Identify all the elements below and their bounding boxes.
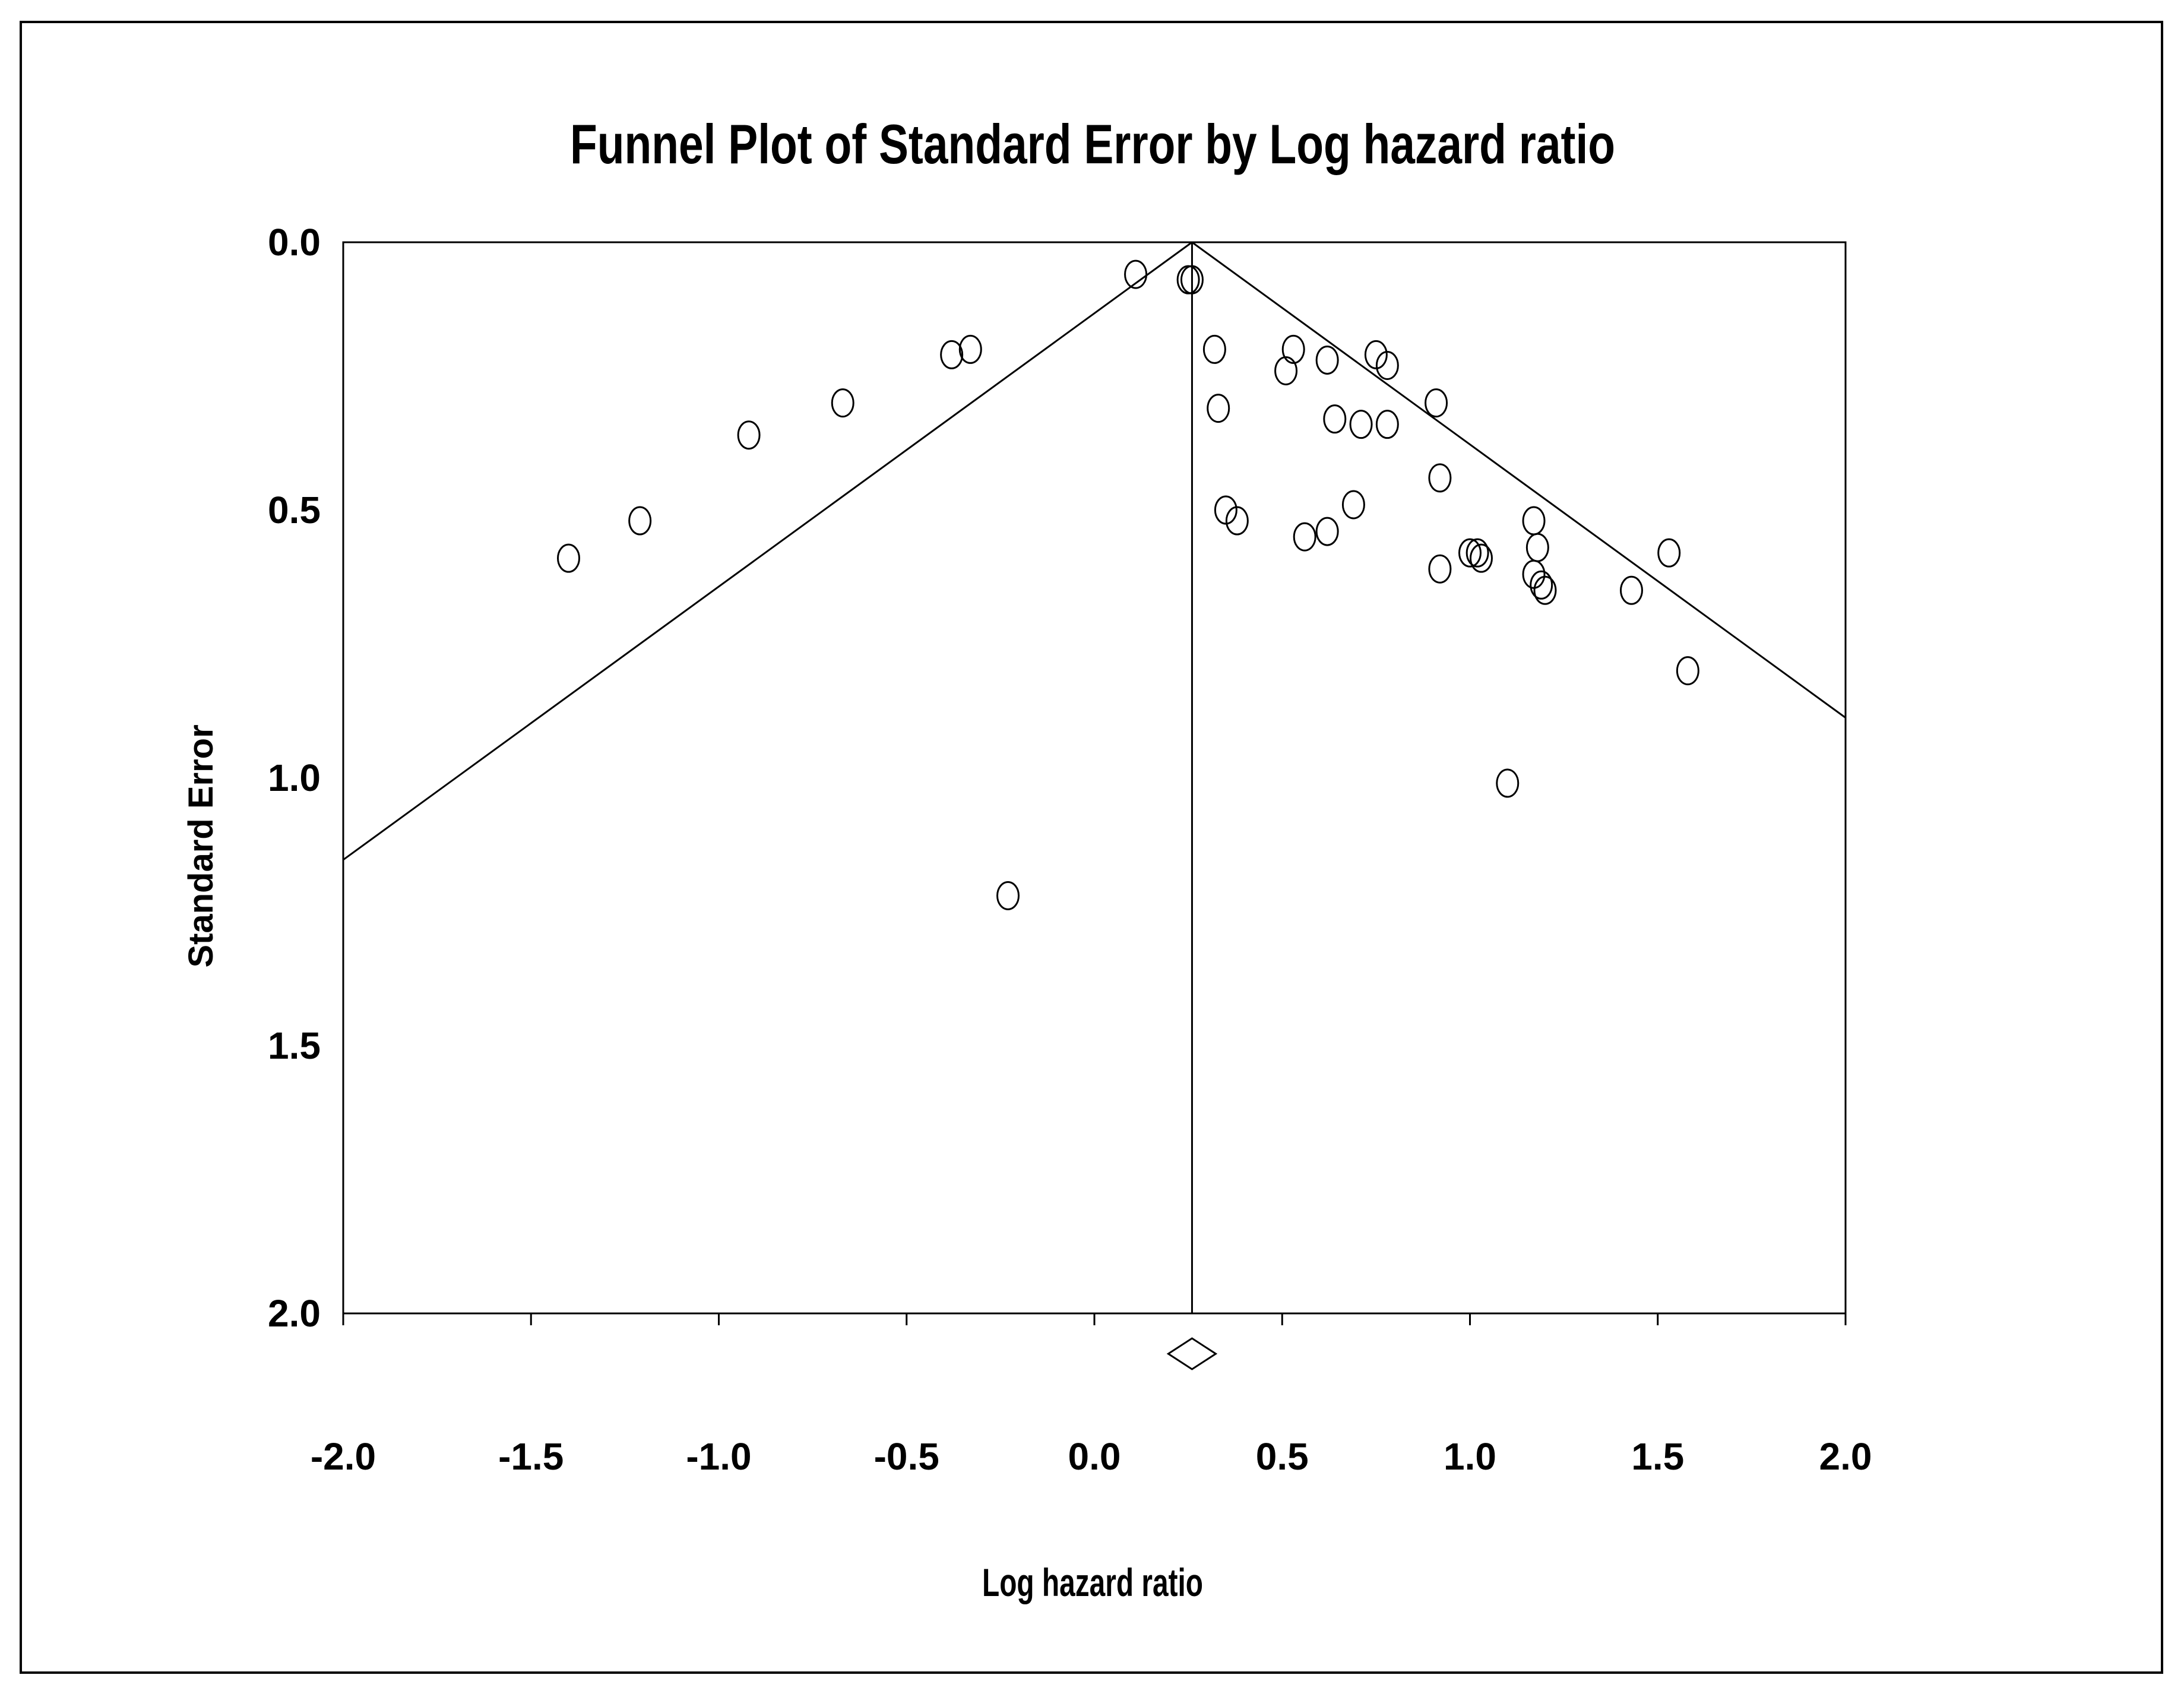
study-point: [1202, 334, 1226, 364]
y-axis-label: Standard Error: [182, 724, 220, 967]
study-point: [1375, 410, 1399, 439]
funnel-limit-left: [343, 241, 1193, 861]
study-point: [1428, 554, 1452, 584]
study-point: [737, 420, 761, 450]
study-point: [1425, 388, 1448, 418]
x-tick-label: 1.5: [1631, 1435, 1684, 1478]
study-point: [1293, 522, 1316, 552]
study-point: [1207, 394, 1230, 423]
study-point: [1533, 575, 1557, 605]
study-point: [1349, 410, 1373, 439]
study-point: [1274, 356, 1298, 385]
y-tick-label: 0.0: [268, 221, 321, 264]
study-point: [1375, 350, 1399, 380]
study-point: [958, 334, 982, 364]
study-point: [1315, 345, 1339, 375]
y-tick-label: 1.0: [268, 756, 321, 799]
study-point: [1469, 543, 1493, 573]
x-axis-label: Log hazard ratio: [982, 1560, 1203, 1604]
study-point: [1323, 404, 1347, 434]
y-tick-label: 1.5: [268, 1024, 321, 1067]
study-point: [996, 881, 1020, 910]
study-point: [1525, 533, 1549, 562]
chart-title: Funnel Plot of Standard Error by Log haz…: [570, 113, 1615, 175]
study-point: [1530, 570, 1553, 600]
study-point: [1225, 506, 1249, 536]
y-tick-label: 0.5: [268, 489, 321, 531]
x-tick-label: -2.0: [311, 1435, 376, 1478]
study-point: [940, 340, 964, 369]
funnel-limit-right: [1191, 241, 1846, 718]
plot-area: -2.0 -1.5 -1.0 -0.5 0.0 0.5 1.0 1.5 2.0 0.0 0.5 1.0…: [268, 221, 1872, 1478]
x-tick-label: -1.5: [498, 1435, 564, 1478]
pooled-estimate-diamond: [1166, 1337, 1218, 1370]
outer-frame: [20, 21, 2163, 1674]
study-point: [1676, 656, 1699, 686]
study-point: [1281, 334, 1305, 364]
x-tick-label: 2.0: [1819, 1435, 1872, 1478]
study-point: [1428, 463, 1452, 493]
study-point: [1180, 265, 1204, 295]
study-point: [1315, 517, 1339, 546]
study-point: [1458, 538, 1482, 568]
x-tick-label: 0.5: [1256, 1435, 1309, 1478]
x-tick-label: 1.0: [1444, 1435, 1496, 1478]
x-tick-label: -0.5: [874, 1435, 939, 1478]
study-point: [831, 388, 854, 418]
x-tick-label: -1.0: [686, 1435, 751, 1478]
study-point: [1657, 538, 1681, 568]
study-point: [557, 543, 580, 573]
study-point: [1619, 575, 1643, 605]
study-point: [1341, 490, 1365, 520]
study-point: [1466, 538, 1489, 568]
x-tick-label: 0.0: [1068, 1435, 1121, 1478]
study-point: [628, 506, 652, 536]
study-point: [1496, 768, 1520, 798]
study-point: [1124, 259, 1148, 289]
y-tick-label: 2.0: [268, 1292, 321, 1335]
